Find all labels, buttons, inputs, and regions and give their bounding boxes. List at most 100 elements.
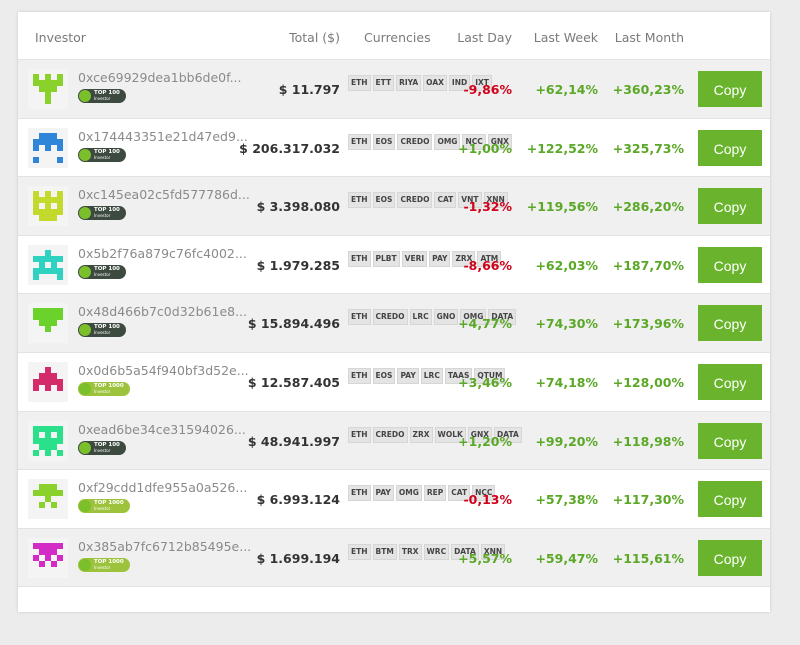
rank-badge: TOP 1000 Investor (78, 499, 130, 514)
badge-rank: TOP 100 (94, 148, 120, 155)
avatar-pixel (57, 197, 63, 204)
avatar-pixel (45, 144, 51, 151)
avatar-pixel (33, 425, 39, 432)
copy-button[interactable]: Copy (698, 539, 762, 576)
currency-tag: CREDO (397, 133, 433, 150)
avatar-pixel (51, 209, 57, 216)
currency-tag: WRC (423, 543, 450, 560)
last-month-change: +115,61% (612, 550, 684, 566)
header-currencies: Currencies (364, 30, 431, 45)
badge-label: Investor (94, 96, 111, 101)
avatar-pixel (45, 449, 51, 456)
avatar (28, 244, 68, 285)
avatar-pixel (51, 215, 57, 222)
rank-badge: TOP 100 Investor (78, 147, 126, 162)
avatar-pixel (45, 385, 51, 391)
header-last-day[interactable]: Last Day (457, 30, 512, 45)
copy-button[interactable]: Copy (698, 422, 762, 459)
last-month-change: +117,30% (612, 492, 684, 508)
currency-tag: OMG (460, 309, 487, 326)
total-value: $ 15.894.496 (247, 316, 340, 332)
currency-tag: EOS (372, 368, 396, 384)
avatar-pixel (45, 425, 51, 432)
total-value: $ 1.979.285 (256, 257, 340, 273)
last-month-change: +325,73% (612, 140, 684, 156)
investor-address[interactable]: 0x5b2f76a879c76fc4002... (78, 245, 247, 261)
last-month-change: +118,98% (612, 433, 684, 449)
copy-button[interactable]: Copy (698, 129, 762, 166)
avatar-pixel (39, 437, 45, 444)
copy-button[interactable]: Copy (698, 246, 762, 283)
avatar-pixel (45, 138, 51, 145)
currency-tag: EOS (372, 192, 396, 209)
currency-list: ETH ETT RIYA OAX IND IXT (348, 70, 492, 95)
investor-address[interactable]: 0x385ab7fc6712b85495e... (78, 538, 252, 554)
investor-address[interactable]: 0x174443351e21d47ed9... (78, 128, 248, 144)
copy-button[interactable]: Copy (698, 305, 762, 342)
last-week-change: +99,20% (535, 433, 598, 449)
avatar-pixel (45, 203, 51, 210)
copy-button[interactable]: Copy (698, 71, 762, 107)
badge-label: Investor (94, 564, 111, 570)
currency-tag: GNX (467, 426, 493, 443)
avatar-pixel (57, 437, 63, 444)
last-week-change: +62,14% (535, 82, 598, 97)
rank-badge: TOP 100 Investor (78, 440, 126, 455)
avatar-pixel (33, 203, 39, 210)
header-total[interactable]: Total ($) (289, 30, 340, 45)
last-week-change: +57,38% (535, 492, 598, 508)
last-month-change: +187,70% (612, 257, 684, 273)
investor-address[interactable]: 0xf29cdd1dfe955a0a526... (78, 480, 248, 496)
avatar-pixel (45, 80, 51, 86)
table-row: 0xc145ea02c5fd577786d... TOP 100 Investor $… (18, 176, 770, 236)
avatar-pixel (57, 80, 63, 86)
copy-button[interactable]: Copy (698, 364, 762, 400)
avatar-pixel (51, 379, 57, 385)
avatar-pixel (51, 132, 57, 139)
currency-tag: CAT (448, 485, 471, 502)
avatar-art (33, 308, 63, 333)
avatar-pixel (39, 443, 45, 450)
avatar-pixel (57, 138, 63, 145)
copy-button[interactable]: Copy (698, 188, 762, 225)
investor-address[interactable]: 0xc145ea02c5fd577786d... (78, 187, 250, 203)
avatar-pixel (51, 308, 57, 315)
currency-list: ETH EOS CREDO CAT VNT XNN (348, 187, 508, 212)
investor-address[interactable]: 0xead6be34ce31594026... (78, 421, 246, 437)
avatar-pixel (33, 308, 39, 315)
badge-label: Investor (94, 389, 111, 394)
investor-address[interactable]: 0x0d6b5a54f940bf3d52e... (78, 363, 249, 378)
avatar-pixel (51, 267, 57, 274)
avatar-pixel (45, 373, 51, 379)
avatar-pixel (45, 255, 51, 262)
currency-tag: OAX (423, 75, 447, 91)
currency-tag: RIYA (396, 75, 422, 91)
avatar-pixel (45, 215, 51, 222)
currency-tag: PAY (397, 368, 419, 384)
table-row: 0x174443351e21d47ed9... TOP 100 Investor $ … (18, 117, 770, 177)
avatar-pixel (33, 209, 39, 216)
avatar-pixel (45, 437, 51, 444)
avatar-pixel (45, 431, 51, 438)
badge-label: Investor (94, 447, 111, 453)
last-day-change: -9,86% (463, 82, 512, 97)
avatar-pixel (39, 542, 45, 549)
avatar-pixel (45, 267, 51, 274)
avatar-pixel (39, 373, 45, 379)
investor-address[interactable]: 0x48d466b7c0d32b61e8... (78, 304, 248, 320)
currency-tag: ETH (348, 543, 371, 560)
avatar-pixel (33, 542, 39, 549)
header-last-week[interactable]: Last Week (533, 30, 598, 45)
header-last-month[interactable]: Last Month (614, 30, 684, 45)
badge-rank: TOP 100 (94, 207, 120, 214)
currency-list: ETH EOS PAY LRC TAAS QTUM (348, 363, 506, 388)
copy-button[interactable]: Copy (698, 481, 762, 518)
avatar-pixel (51, 261, 57, 268)
avatar-pixel (45, 86, 51, 92)
currency-tag: DATA (494, 426, 522, 443)
total-value: $ 6.993.124 (256, 492, 340, 508)
badge-icon (79, 383, 91, 395)
avatar-pixel (57, 74, 63, 80)
currency-tag: IXT (472, 75, 492, 91)
investor-address[interactable]: 0xce69929dea1bb6de0f... (78, 70, 242, 85)
